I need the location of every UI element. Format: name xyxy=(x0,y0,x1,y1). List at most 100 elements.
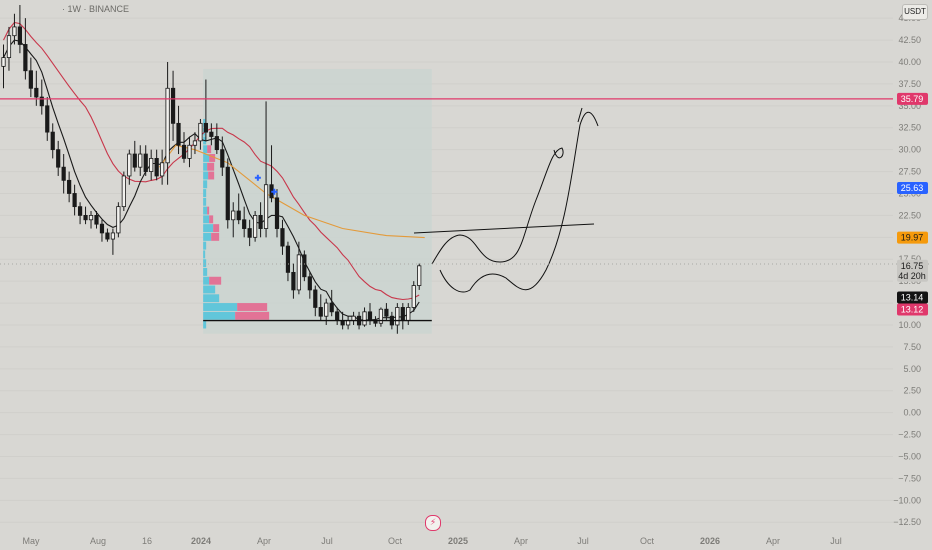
volume-bar-down xyxy=(208,171,215,180)
candle-up xyxy=(160,162,165,177)
candle-up xyxy=(127,153,132,177)
volume-bar-up xyxy=(203,189,207,197)
candle-down xyxy=(181,144,187,159)
time-tick-label: 16 xyxy=(142,536,152,546)
price-tick-label: 42.50 xyxy=(898,35,921,45)
price-tick-label: 5.00 xyxy=(903,364,921,374)
volume-bar-up xyxy=(203,162,208,171)
candle-down xyxy=(335,311,340,322)
black-ma-price-tag-value: 13.14 xyxy=(901,292,924,302)
resistance-price-tag-value: 35.79 xyxy=(901,94,924,104)
volume-bar-up xyxy=(203,232,212,241)
volume-bar-up xyxy=(203,171,209,180)
volume-bar-up xyxy=(203,215,210,224)
volume-bar-up xyxy=(203,294,220,303)
candle-down xyxy=(154,158,159,177)
volume-bar-down xyxy=(209,154,216,162)
orange-ma-price-tag-value: 19.97 xyxy=(901,233,924,243)
volume-bar-up xyxy=(203,180,208,189)
volume-bar-down xyxy=(237,303,268,311)
candle-down xyxy=(209,131,214,137)
volume-bar-down xyxy=(209,215,214,224)
candle-down xyxy=(45,105,50,133)
candle-up xyxy=(149,158,154,172)
price-tick-label: 32.50 xyxy=(898,123,921,133)
volume-bar-up xyxy=(203,268,208,276)
price-tick-label: 17.50 xyxy=(898,254,921,264)
volume-bar-up xyxy=(203,276,210,285)
candle-up xyxy=(88,214,94,221)
candle-up xyxy=(192,140,198,146)
red-ma-price-tag-value: 13.12 xyxy=(901,304,924,314)
time-tick-label: Jul xyxy=(321,536,333,546)
candle-down xyxy=(56,149,61,168)
candle-down xyxy=(50,131,55,151)
time-tick-label: 2026 xyxy=(700,536,720,546)
time-tick-label: 2024 xyxy=(191,536,211,546)
price-tick-label: −7.50 xyxy=(898,473,921,483)
volume-bar-down xyxy=(211,232,220,241)
candles xyxy=(1,5,422,334)
price-tick-label: −5.00 xyxy=(898,451,921,461)
volume-bar-up xyxy=(203,224,214,233)
resistance-price-tag-bg xyxy=(897,92,928,105)
candle-down xyxy=(39,96,44,107)
price-tick-label: 22.50 xyxy=(898,210,921,220)
candle-down xyxy=(367,311,373,322)
candle-down xyxy=(274,197,280,229)
candle-down xyxy=(176,122,181,146)
price-tick-label: 2.50 xyxy=(903,386,921,396)
price-tick-label: 27.50 xyxy=(898,167,921,177)
drawn-horizontal-line xyxy=(413,223,595,234)
volume-bar-up xyxy=(203,145,208,154)
time-tick-label: Oct xyxy=(388,536,403,546)
candle-up xyxy=(138,153,143,168)
candle-up xyxy=(121,175,126,208)
candle-down xyxy=(291,271,296,291)
candle-up xyxy=(187,144,192,159)
volume-bar-up xyxy=(203,118,206,127)
candle-up xyxy=(1,57,6,67)
volume-bar-down xyxy=(235,311,270,320)
candle-up xyxy=(253,214,258,238)
currency-selector-button[interactable]: USDT xyxy=(902,4,928,20)
red-ma-price-tag-bg xyxy=(897,303,928,316)
candle-down xyxy=(34,87,39,98)
candle-down xyxy=(247,228,252,238)
candle-up xyxy=(378,308,384,324)
volume-bar-down xyxy=(209,276,222,285)
candle-down xyxy=(225,166,230,221)
candle-down xyxy=(61,166,66,181)
volume-bar-down xyxy=(207,162,215,171)
volume-profile-range-box[interactable] xyxy=(203,68,432,334)
volume-bar-up xyxy=(203,320,207,329)
time-tick-label: Jul xyxy=(577,536,589,546)
candle-up xyxy=(362,311,367,326)
signal-cross-marker xyxy=(271,188,278,195)
volume-bar-up xyxy=(203,303,238,311)
volume-bar-up xyxy=(203,241,207,250)
candle-up xyxy=(417,265,422,286)
time-axis[interactable]: May Aug 16 2024 Apr Jul Oct 2025 Apr Jul Oct 2026 Ap… xyxy=(22,536,841,546)
candle-down xyxy=(105,232,110,240)
candle-down xyxy=(67,179,72,194)
candle-up xyxy=(395,307,400,326)
current-price-tag-countdown: 4d 20h xyxy=(898,271,926,281)
hand-drawn-projection[interactable] xyxy=(413,107,599,293)
price-tick-label: −10.00 xyxy=(893,495,921,505)
candle-down xyxy=(400,307,405,322)
candle-up xyxy=(263,184,269,229)
candle-up xyxy=(324,302,329,317)
candle-down xyxy=(242,219,247,229)
mid-price-tag-bg xyxy=(897,181,928,194)
bolt-icon[interactable]: ⚡ xyxy=(425,515,441,531)
mid-price-tag-value: 25.63 xyxy=(901,183,924,193)
volume-bar-up xyxy=(203,250,206,259)
price-tick-label: 0.00 xyxy=(903,408,921,418)
time-tick-label: May xyxy=(22,536,40,546)
current-price-tag-bg xyxy=(897,259,928,282)
price-tick-label: 35.00 xyxy=(898,101,921,111)
black-ma-price-tag-bg xyxy=(897,291,928,304)
